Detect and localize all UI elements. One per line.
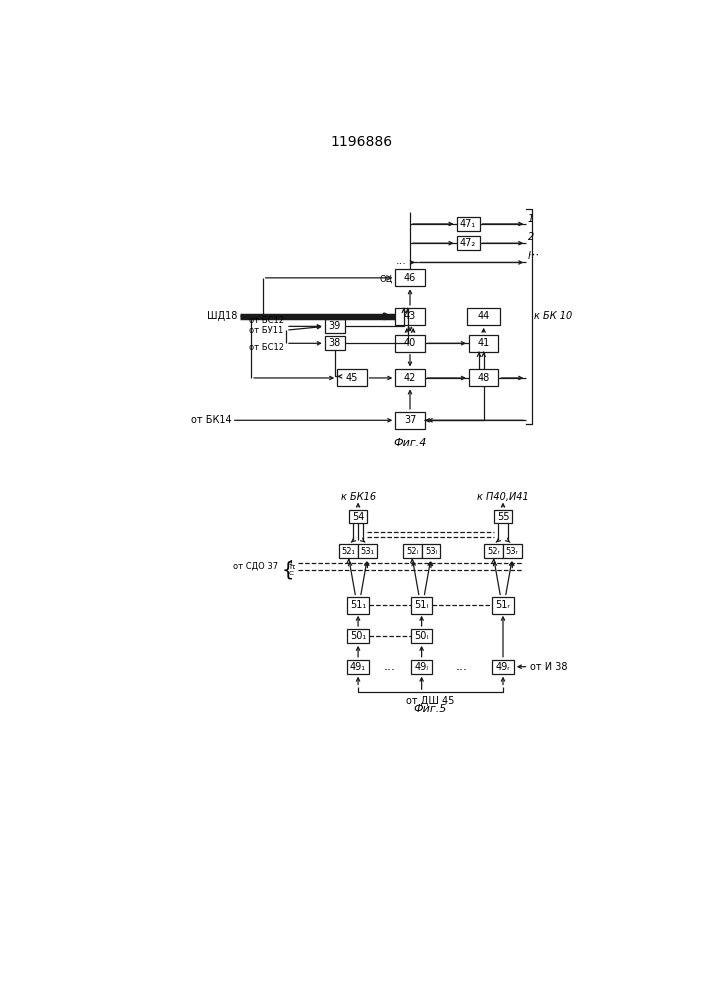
- Text: от БС12: от БС12: [249, 343, 284, 352]
- Bar: [411, 597, 433, 614]
- Text: 53₁: 53₁: [361, 547, 375, 556]
- Text: 52₁: 52₁: [342, 547, 356, 556]
- Bar: [325, 336, 345, 350]
- Text: 48: 48: [477, 373, 490, 383]
- Bar: [484, 544, 503, 558]
- Text: 50ₗ: 50ₗ: [414, 631, 428, 641]
- Bar: [457, 217, 480, 231]
- Bar: [347, 597, 369, 614]
- Bar: [347, 629, 369, 643]
- Text: от БК14: от БК14: [191, 415, 232, 425]
- Text: ОЦ: ОЦ: [380, 275, 393, 284]
- Text: 51ₗ: 51ₗ: [414, 600, 428, 610]
- Text: 42: 42: [404, 373, 416, 383]
- Text: от И 38: от И 38: [530, 662, 568, 672]
- Bar: [457, 236, 480, 250]
- Bar: [467, 308, 500, 325]
- Text: 55: 55: [497, 512, 509, 522]
- Bar: [325, 319, 345, 333]
- Text: 40: 40: [404, 338, 416, 348]
- Bar: [347, 660, 369, 674]
- Text: 1: 1: [289, 560, 293, 566]
- Bar: [421, 544, 440, 558]
- Bar: [469, 369, 498, 386]
- Text: 49ᵣ: 49ᵣ: [496, 662, 510, 672]
- Text: от БС12: от БС12: [249, 316, 284, 325]
- Bar: [492, 597, 514, 614]
- Text: к БК16: к БК16: [341, 492, 375, 502]
- Text: 52ₗ: 52ₗ: [407, 547, 419, 556]
- Text: 47₂: 47₂: [460, 238, 477, 248]
- Bar: [503, 544, 522, 558]
- Bar: [349, 510, 368, 523]
- Text: от ДШ 45: от ДШ 45: [406, 696, 455, 706]
- Bar: [395, 335, 425, 352]
- Text: 44: 44: [477, 311, 490, 321]
- Text: 2: 2: [528, 232, 534, 242]
- Text: 46: 46: [404, 273, 416, 283]
- Bar: [395, 412, 425, 429]
- Text: 51₁: 51₁: [350, 600, 366, 610]
- Text: к П40,И41: к П40,И41: [477, 492, 529, 502]
- Text: 37: 37: [404, 415, 416, 425]
- Text: ...: ...: [384, 660, 396, 673]
- Bar: [337, 369, 367, 386]
- Text: от БУ11: от БУ11: [250, 326, 284, 335]
- Text: 1196886: 1196886: [331, 135, 393, 149]
- Text: Фиг.4: Фиг.4: [393, 438, 427, 448]
- Bar: [395, 369, 425, 386]
- Text: ШД18: ШД18: [207, 311, 237, 321]
- Text: 38: 38: [329, 338, 341, 348]
- Bar: [492, 660, 514, 674]
- Text: 52ᵣ: 52ᵣ: [487, 547, 500, 556]
- Text: 53ₗ: 53ₗ: [425, 547, 437, 556]
- Text: 54: 54: [352, 512, 364, 522]
- Text: 1: 1: [528, 214, 534, 224]
- Text: ...: ...: [456, 660, 468, 673]
- Bar: [339, 544, 358, 558]
- Text: 47₁: 47₁: [460, 219, 477, 229]
- Text: п:: п:: [289, 564, 296, 570]
- Bar: [469, 335, 498, 352]
- Bar: [395, 269, 425, 286]
- Text: 49ₗ: 49ₗ: [414, 662, 428, 672]
- Bar: [493, 510, 513, 523]
- Text: 53ᵣ: 53ᵣ: [506, 547, 519, 556]
- Bar: [358, 544, 377, 558]
- Bar: [411, 629, 433, 643]
- Text: 43: 43: [404, 311, 416, 321]
- Text: 39: 39: [329, 321, 341, 331]
- Text: l: l: [528, 251, 530, 261]
- Text: ...: ...: [396, 256, 407, 266]
- Bar: [403, 544, 421, 558]
- Text: к БК 10: к БК 10: [534, 311, 572, 321]
- Text: 51ᵣ: 51ᵣ: [496, 600, 510, 610]
- Text: 41: 41: [477, 338, 490, 348]
- Text: 49₁: 49₁: [350, 662, 366, 672]
- Text: ⋯: ⋯: [528, 250, 539, 260]
- Text: {: {: [281, 561, 293, 580]
- Bar: [395, 308, 425, 325]
- Text: с:: с:: [289, 570, 296, 576]
- Text: 45: 45: [346, 373, 358, 383]
- Text: 50₁: 50₁: [350, 631, 366, 641]
- Text: от СДО 37: от СДО 37: [233, 562, 279, 571]
- Text: Фиг.5: Фиг.5: [414, 704, 447, 714]
- Bar: [411, 660, 433, 674]
